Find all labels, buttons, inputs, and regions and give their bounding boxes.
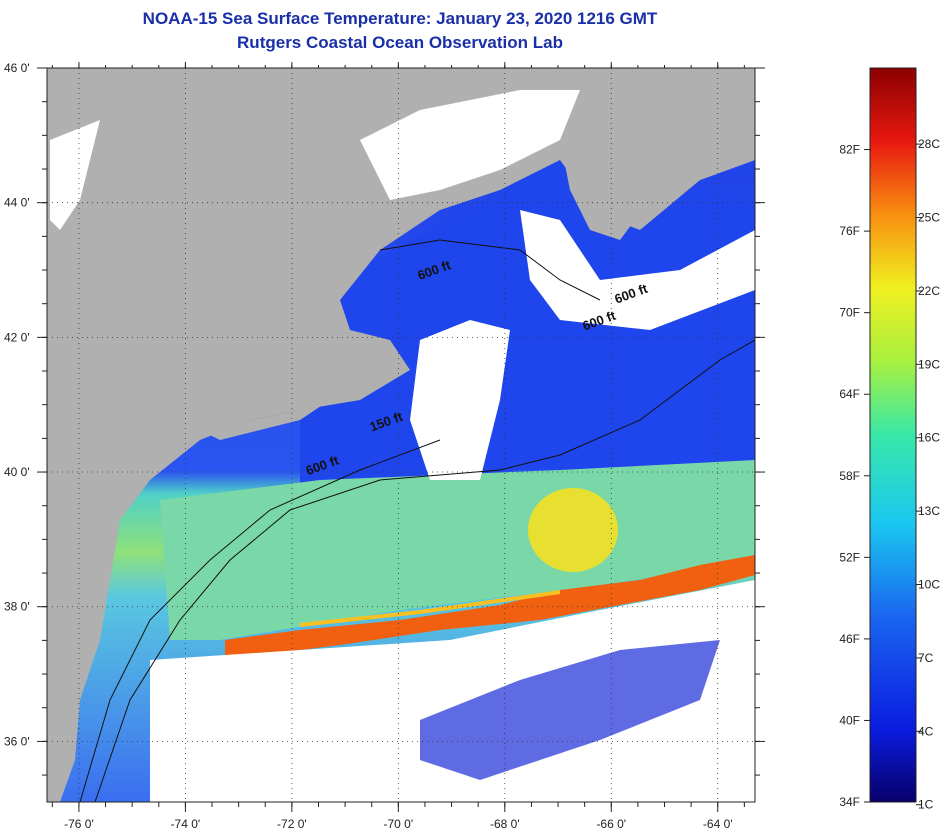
contour-600ft bbox=[94, 339, 755, 802]
lat-tick-label: 44 0' bbox=[4, 196, 30, 210]
contour-150ft bbox=[79, 439, 441, 802]
celsius-label: 1C bbox=[918, 798, 934, 812]
map-canvas bbox=[47, 68, 755, 802]
celsius-label: 10C bbox=[918, 578, 940, 592]
cloud-cover-south bbox=[150, 580, 755, 802]
celsius-label: 28C bbox=[918, 137, 940, 151]
colorbar-gradient bbox=[869, 67, 917, 803]
celsius-label: 4C bbox=[918, 724, 934, 738]
lat-tick-label: 40 0' bbox=[4, 465, 30, 479]
fahrenheit-label: 58F bbox=[839, 469, 860, 483]
celsius-label: 25C bbox=[918, 211, 940, 225]
warm-core-ring bbox=[528, 488, 618, 572]
celsius-label: 16C bbox=[918, 431, 940, 445]
map-subtitle: Rutgers Coastal Ocean Observation Lab bbox=[237, 33, 563, 52]
lon-tick-label: -72 0' bbox=[277, 817, 307, 831]
land-mass bbox=[47, 68, 755, 802]
map-title: NOAA-15 Sea Surface Temperature: January… bbox=[142, 9, 658, 28]
lat-tick-label: 36 0' bbox=[4, 734, 30, 748]
lon-tick-label: -68 0' bbox=[490, 817, 520, 831]
gulf-stream bbox=[225, 555, 755, 655]
fahrenheit-label: 64F bbox=[839, 387, 860, 401]
lat-tick-label: 38 0' bbox=[4, 600, 30, 614]
long-island bbox=[200, 400, 330, 440]
fahrenheit-label: 76F bbox=[839, 224, 860, 238]
lon-tick-label: -64 0' bbox=[703, 817, 733, 831]
sst-map: -76 0' -74 0' -72 0' -70 0' -68 0' -66 0' -64 … bbox=[4, 61, 765, 831]
map-frame bbox=[46, 67, 756, 803]
offshore-water-patch bbox=[420, 640, 720, 780]
fahrenheit-label: 70F bbox=[839, 306, 860, 320]
celsius-label: 13C bbox=[918, 504, 940, 518]
fahrenheit-label: 40F bbox=[839, 713, 860, 727]
celsius-label: 22C bbox=[918, 284, 940, 298]
lon-tick-label: -74 0' bbox=[171, 817, 201, 831]
nova-scotia bbox=[560, 110, 755, 240]
fahrenheit-scale: 82F 76F 70F 64F 58F 52F 46F 40F 34F bbox=[839, 143, 870, 809]
cloud-cover-cape bbox=[410, 320, 510, 480]
fahrenheit-label: 46F bbox=[839, 632, 860, 646]
fahrenheit-label: 52F bbox=[839, 550, 860, 564]
cloud-cover-north bbox=[520, 210, 755, 330]
lat-tick-label: 46 0' bbox=[4, 61, 30, 75]
snow-cover bbox=[360, 90, 580, 200]
fahrenheit-label: 34F bbox=[839, 795, 860, 809]
fahrenheit-label: 82F bbox=[839, 143, 860, 157]
celsius-scale: 28C 25C 22C 19C 16C 13C 10C 7C 4C 1C bbox=[916, 137, 940, 812]
celsius-label: 7C bbox=[918, 651, 934, 665]
celsius-label: 19C bbox=[918, 357, 940, 371]
temperature-colorbar: 82F 76F 70F 64F 58F 52F 46F 40F 34F 28C 25C 22C 19C… bbox=[839, 67, 940, 812]
lon-tick-label: -66 0' bbox=[596, 817, 626, 831]
lon-tick-label: -76 0' bbox=[64, 817, 94, 831]
lat-tick-label: 42 0' bbox=[4, 330, 30, 344]
lon-tick-label: -70 0' bbox=[384, 817, 414, 831]
axis-ticks: -76 0' -74 0' -72 0' -70 0' -68 0' -66 0' -64 … bbox=[4, 61, 765, 831]
